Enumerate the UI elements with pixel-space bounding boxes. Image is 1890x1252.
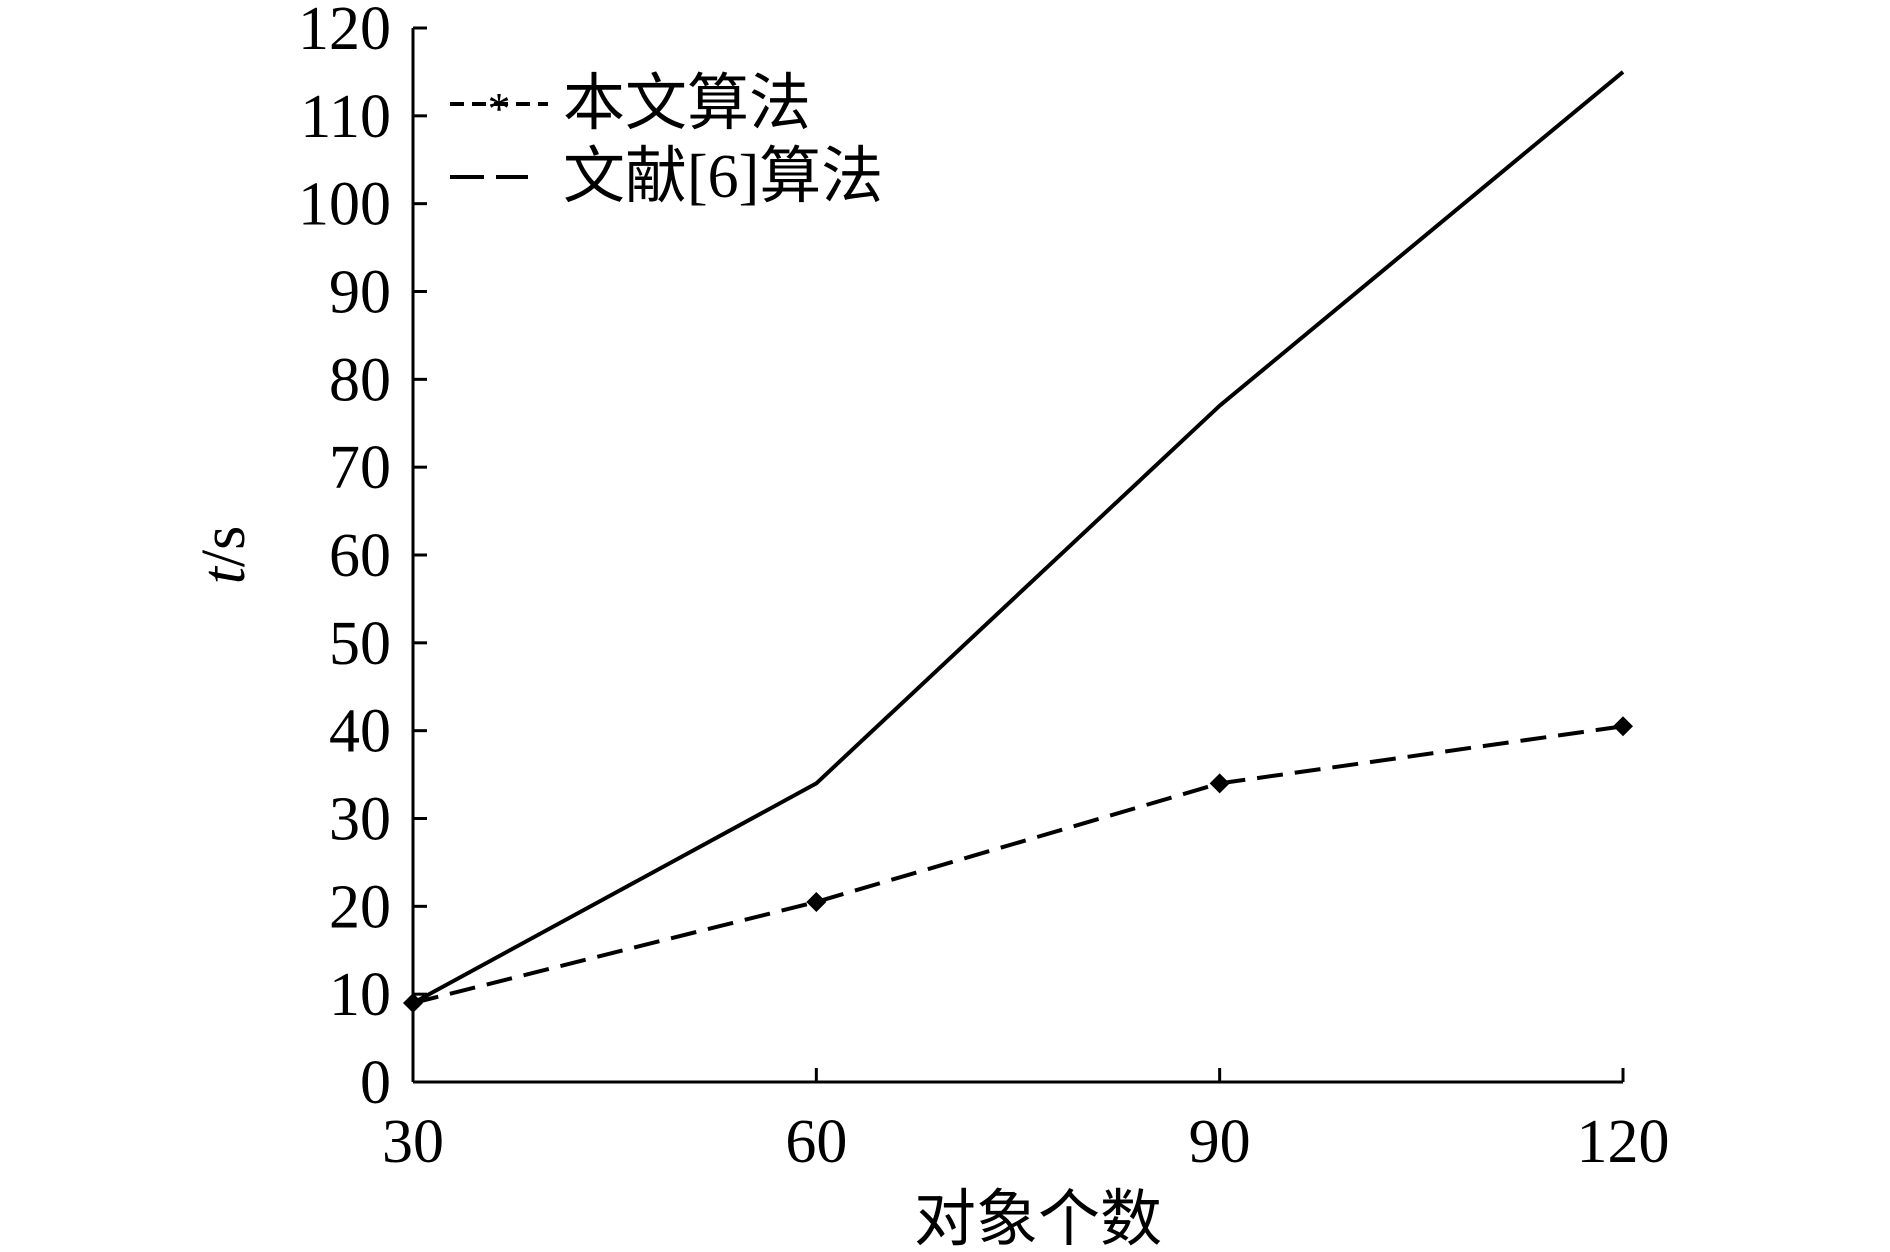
legend-label-series-2: 文献[6]算法 (563, 143, 883, 211)
series-1-point-marker (1613, 716, 1633, 737)
series-1-point-marker (806, 891, 827, 912)
y-tick-label: 90 (329, 259, 391, 327)
y-tick-label: 110 (300, 83, 391, 151)
legend-item-series-2: 文献[6]算法 (450, 143, 883, 211)
y-axis-title-unit: /s (190, 526, 258, 567)
y-axis-title-symbol: t (190, 565, 258, 584)
x-ticks: 30 60 90 120 (382, 1068, 1670, 1176)
series-line-2 (412, 70, 1625, 1005)
y-tick-label: 10 (329, 961, 391, 1029)
y-tick-label: 0 (360, 1049, 391, 1117)
y-tick-label: 30 (329, 786, 391, 854)
y-tick-label: 70 (329, 434, 391, 502)
y-tick-label: 20 (329, 873, 391, 941)
y-tick-label: 100 (298, 171, 391, 239)
y-tick-label: 60 (329, 522, 391, 590)
x-tick-label: 120 (1577, 1108, 1670, 1176)
series-line-1 (412, 724, 1624, 1005)
y-tick-label: 80 (329, 346, 391, 414)
legend-label-series-1: 本文算法 (563, 70, 811, 138)
y-tick-label: 50 (329, 610, 391, 678)
y-axis-title: t/s (190, 526, 258, 585)
x-tick-label: 30 (382, 1108, 444, 1176)
plot-area: 0 10 20 30 40 50 60 70 80 90 100 110 120 30 60 90 120 (298, 0, 1670, 1176)
y-ticks: 0 10 20 30 40 50 60 70 80 90 100 110 120 (298, 0, 427, 1117)
legend: * 本文算法 文献[6]算法 (450, 70, 883, 211)
y-tick-label: 120 (298, 0, 391, 63)
series-1-point-marker (1209, 773, 1230, 794)
series-layer (403, 70, 1633, 1013)
legend-star-marker-icon: * (488, 83, 511, 134)
legend-item-series-1: * 本文算法 (450, 70, 811, 138)
y-tick-label: 40 (329, 698, 391, 766)
x-tick-label: 60 (785, 1108, 847, 1176)
x-axis-title: 对象个数 (914, 1186, 1162, 1252)
x-tick-label: 90 (1189, 1108, 1251, 1176)
